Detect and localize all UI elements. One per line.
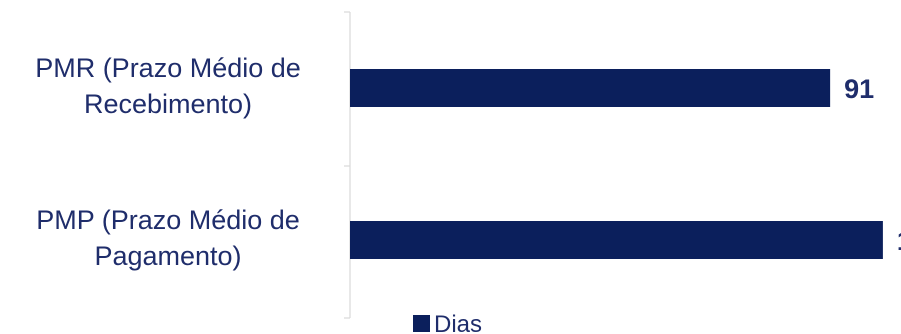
category-labels: PMR (Prazo Médio de Recebimento) PMP (Praz… xyxy=(35,53,301,271)
legend-label: Dias xyxy=(434,311,482,334)
bar-pmr xyxy=(350,69,831,107)
legend: Dias xyxy=(413,311,482,334)
data-labels: 91 101 xyxy=(844,74,901,256)
data-label-pmr: 91 xyxy=(844,74,874,104)
category-label-pmr: PMR (Prazo Médio de Recebimento) xyxy=(35,53,301,119)
category-axis xyxy=(344,11,351,319)
data-label-pmp: 101 xyxy=(897,226,901,256)
legend-swatch xyxy=(413,315,430,332)
bars xyxy=(350,69,883,259)
category-label-pmp: PMP (Prazo Médio de Pagamento) xyxy=(36,205,300,271)
bar-pmp xyxy=(350,221,883,259)
